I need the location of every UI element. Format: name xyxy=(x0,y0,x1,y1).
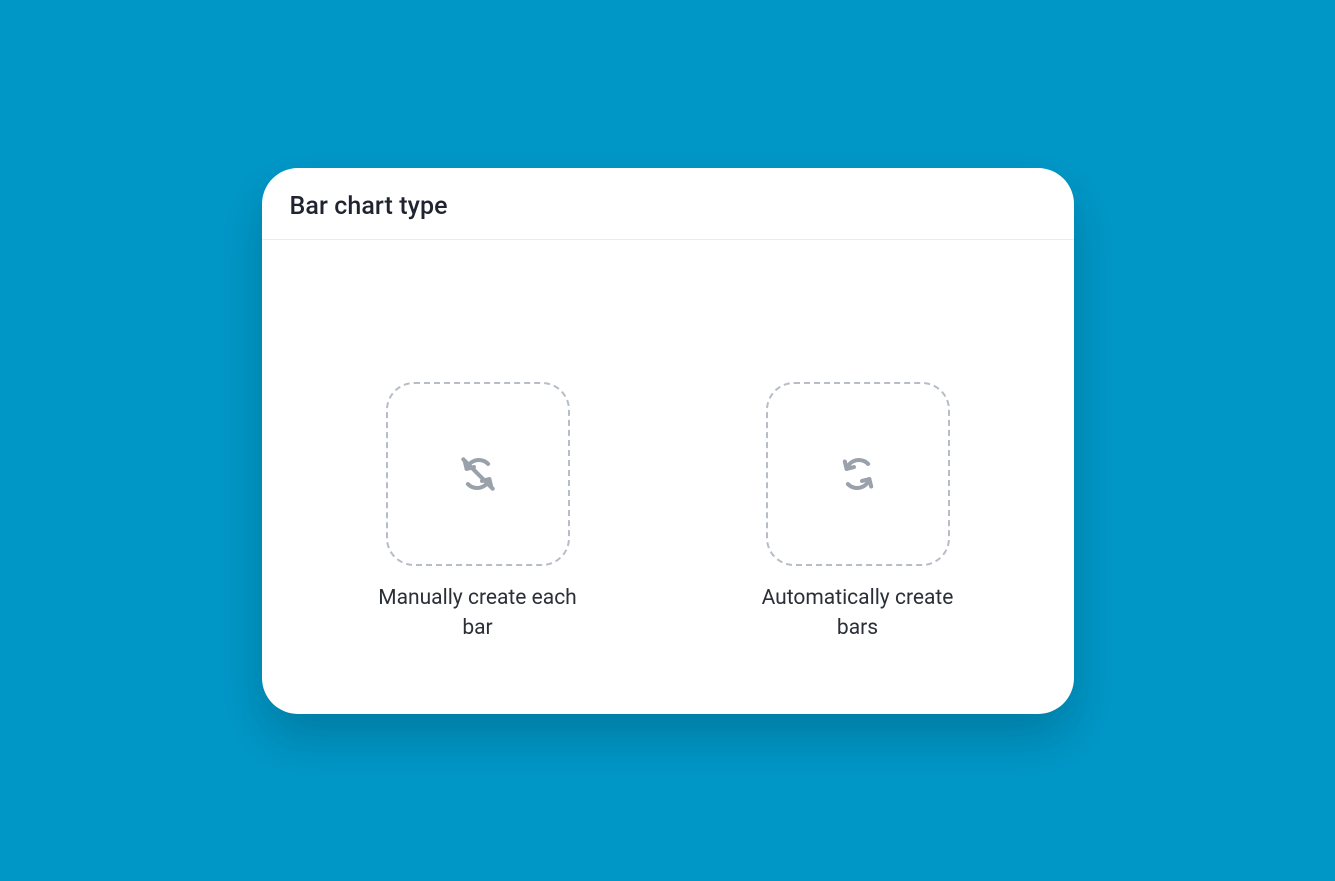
bar-chart-type-card: Bar chart type Manually create each b xyxy=(262,168,1074,714)
sync-off-icon xyxy=(456,452,500,496)
option-box-automatic xyxy=(766,382,950,566)
card-body: Manually create each bar Automatically c… xyxy=(262,240,1074,714)
option-box-manual xyxy=(386,382,570,566)
option-manual[interactable]: Manually create each bar xyxy=(373,382,583,643)
option-automatic[interactable]: Automatically create bars xyxy=(753,382,963,643)
card-header: Bar chart type xyxy=(262,168,1074,240)
sync-icon xyxy=(836,452,880,496)
option-label-manual: Manually create each bar xyxy=(373,584,583,643)
card-title: Bar chart type xyxy=(290,192,1046,221)
option-label-automatic: Automatically create bars xyxy=(753,584,963,643)
